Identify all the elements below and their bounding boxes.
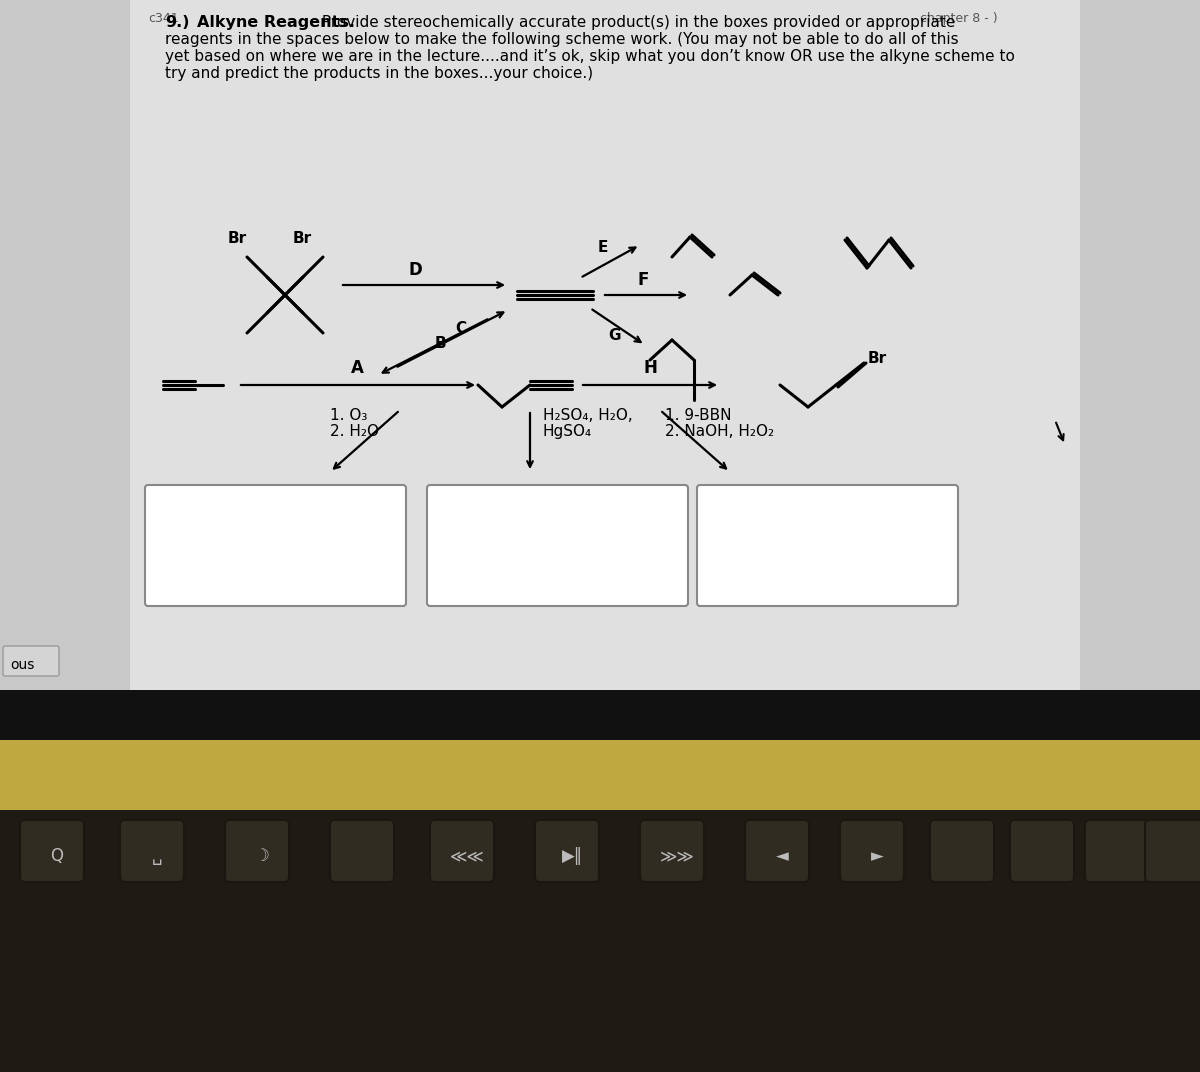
Text: ␣: ␣ [151,847,162,865]
Text: H₂SO₄, H₂O,: H₂SO₄, H₂O, [542,408,632,423]
Text: F: F [637,271,649,289]
Text: G: G [608,328,620,343]
FancyBboxPatch shape [745,820,809,882]
Text: ►: ► [871,847,883,865]
Bar [0,810,1200,1072]
Bar [0,690,1200,740]
Text: ≪≪: ≪≪ [450,847,485,865]
Text: B: B [436,336,446,351]
Text: Q: Q [50,847,64,865]
Text: E: E [598,240,608,255]
Text: 2. H₂O: 2. H₂O [330,425,379,440]
FancyBboxPatch shape [226,820,289,882]
Text: D: D [408,260,422,279]
Text: 1. O₃: 1. O₃ [330,408,367,423]
FancyBboxPatch shape [330,820,394,882]
Text: A: A [350,359,364,377]
Text: ◄: ◄ [775,847,788,865]
Text: 1. 9-BBN: 1. 9-BBN [665,408,732,423]
Text: ≫≫: ≫≫ [660,847,695,865]
Text: Alkyne Reagents.: Alkyne Reagents. [197,15,355,30]
FancyBboxPatch shape [145,485,406,606]
FancyBboxPatch shape [1010,820,1074,882]
FancyBboxPatch shape [427,485,688,606]
FancyBboxPatch shape [120,820,184,882]
FancyBboxPatch shape [640,820,704,882]
Text: ☽: ☽ [254,847,270,865]
Text: Provide stereochemically accurate product(s) in the boxes provided or appropriat: Provide stereochemically accurate produc… [317,15,955,30]
Bar [0,0,1200,690]
Text: Br: Br [868,351,887,366]
FancyBboxPatch shape [20,820,84,882]
Text: H: H [643,359,656,377]
FancyBboxPatch shape [535,820,599,882]
FancyBboxPatch shape [1085,820,1150,882]
Text: Br: Br [293,230,312,245]
Bar [0,740,1200,810]
Text: HgSO₄: HgSO₄ [542,425,592,440]
FancyBboxPatch shape [697,485,958,606]
FancyBboxPatch shape [430,820,494,882]
Text: yet based on where we are in the lecture....and it’s ok, skip what you don’t kno: yet based on where we are in the lecture… [166,49,1015,64]
Text: Br: Br [228,230,247,245]
Text: 9.): 9.) [166,15,190,30]
FancyBboxPatch shape [1145,820,1200,882]
FancyBboxPatch shape [930,820,994,882]
Text: reagents in the spaces below to make the following scheme work. (You may not be : reagents in the spaces below to make the… [166,32,959,47]
Text: try and predict the products in the boxes...your choice.): try and predict the products in the boxe… [166,66,593,81]
Text: ▶‖: ▶‖ [562,847,582,865]
Text: chapter 8 - ): chapter 8 - ) [920,12,997,25]
Bar [130,0,1080,690]
Text: ous: ous [10,658,35,672]
FancyBboxPatch shape [840,820,904,882]
Text: C: C [455,321,466,336]
Text: c341: c341 [148,12,179,25]
FancyBboxPatch shape [2,646,59,676]
Text: 2. NaOH, H₂O₂: 2. NaOH, H₂O₂ [665,425,774,440]
